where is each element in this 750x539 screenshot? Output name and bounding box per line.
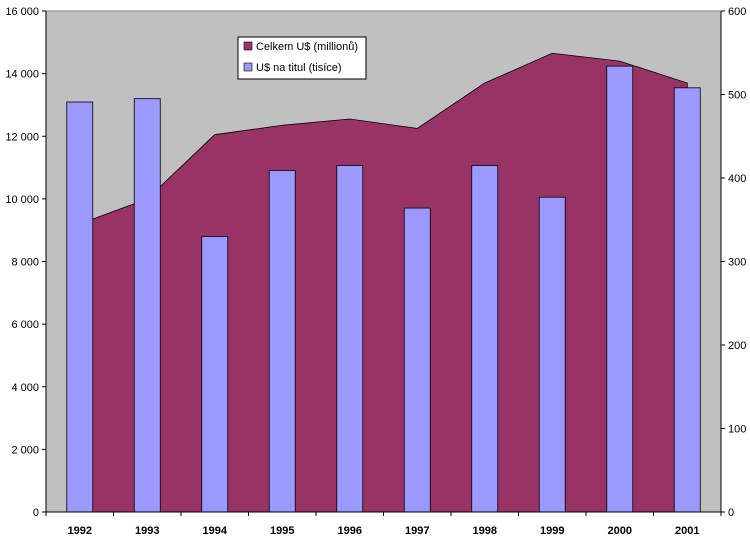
x-tick-label: 1992	[68, 525, 92, 537]
x-tick-label: 1993	[135, 525, 159, 537]
x-tick-label: 1994	[203, 525, 228, 537]
bar-2001	[673, 87, 701, 513]
y-right-tick-label: 400	[728, 173, 746, 185]
bar-1993	[133, 98, 161, 513]
legend-swatch-per-title	[243, 62, 253, 72]
legend: Celkem U$ (millionů) U$ na titul (tisíce…	[237, 36, 367, 80]
x-tick-label: 2000	[608, 525, 632, 537]
bar-series-layer	[66, 65, 701, 513]
y-left-tick-label: 16 000	[5, 6, 39, 18]
bar-1992	[66, 101, 94, 513]
y-left-tick-label: 0	[33, 507, 39, 519]
x-tick-label: 1995	[270, 525, 294, 537]
legend-swatch-total	[243, 41, 253, 51]
legend-label-per-title: U$ na titul (tisíce)	[256, 62, 342, 74]
x-tick-label: 1999	[540, 525, 564, 537]
bar-1997	[403, 207, 431, 513]
legend-label-total: Celkem U$ (millionů)	[256, 41, 358, 53]
y-left-tick-label: 6 000	[11, 319, 39, 331]
y-right-tick-label: 0	[728, 507, 734, 519]
y-right-tick-label: 300	[728, 257, 746, 269]
bar-2000	[606, 65, 634, 513]
legend-box	[237, 36, 367, 80]
y-left-tick-label: 2 000	[11, 444, 39, 456]
bar-1995	[268, 170, 296, 513]
x-tick-label: 1998	[473, 525, 497, 537]
x-tick-label: 2001	[675, 525, 699, 537]
bar-1996	[336, 165, 364, 513]
y-right-tick-label: 600	[728, 6, 746, 18]
y-left-tick-label: 4 000	[11, 382, 39, 394]
y-right-tick-label: 500	[728, 90, 746, 102]
y-left-tick-label: 14 000	[5, 69, 39, 81]
axes: 0 2 000 4 000 6 000 8 000 10 000 12 000 14 000 1…	[5, 6, 746, 537]
y-left-tick-label: 12 000	[5, 131, 39, 143]
x-tick-label: 1997	[405, 525, 429, 537]
bar-1999	[538, 196, 566, 513]
y-left-tick-label: 10 000	[5, 194, 39, 206]
x-tick-label: 1996	[338, 525, 362, 537]
y-right-tick-label: 100	[728, 424, 746, 436]
y-left-tick-label: 8 000	[11, 257, 39, 269]
bar-1998	[471, 165, 499, 513]
y-right-tick-label: 200	[728, 340, 746, 352]
bar-1994	[201, 236, 229, 513]
